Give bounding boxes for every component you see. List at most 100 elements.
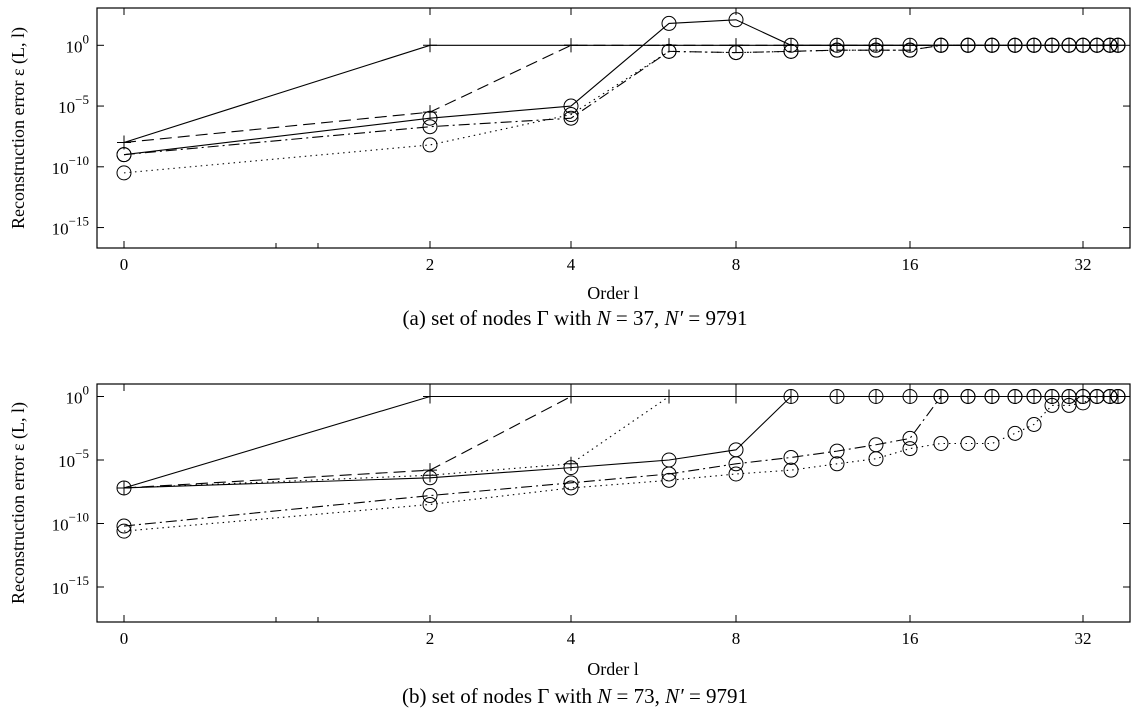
data-point-circle <box>984 435 1000 451</box>
series-line <box>123 395 1118 489</box>
series-5 <box>116 389 1126 534</box>
y-tick-label: 100 <box>66 383 90 408</box>
data-point-circle <box>783 389 799 404</box>
data-point-circle <box>1044 37 1060 53</box>
series-2 <box>117 38 1125 150</box>
y-tick-label: 10−10 <box>52 153 89 178</box>
x-tick-label: 2 <box>426 255 435 274</box>
data-point-circle <box>728 456 744 472</box>
x-axis-label: Order l <box>587 659 638 679</box>
x-tick-label: 4 <box>567 629 576 648</box>
data-point-circle <box>829 389 845 404</box>
data-point-circle <box>783 449 799 465</box>
y-axis-label: Reconstruction error ε (L, l) <box>8 27 29 229</box>
series-line <box>123 44 1118 156</box>
plot-frame <box>96 383 1131 623</box>
data-point-circle <box>829 42 845 58</box>
data-point-circle <box>728 45 744 61</box>
data-point-circle <box>783 43 799 59</box>
series-6 <box>116 389 1126 539</box>
data-point-circle <box>1089 37 1105 53</box>
data-point-circle <box>829 37 845 53</box>
data-point-circle <box>1026 37 1042 53</box>
y-axis-label: Reconstruction error ε (L, l) <box>8 402 29 604</box>
series-1 <box>117 38 1125 150</box>
data-point-circle <box>728 12 744 28</box>
x-tick-label: 0 <box>120 255 129 274</box>
data-point-circle <box>783 37 799 53</box>
data-point-plus <box>564 38 578 53</box>
data-point-circle <box>1102 37 1118 53</box>
plot-frame <box>96 7 1131 249</box>
data-point-plus <box>729 389 743 404</box>
data-point-circle <box>933 37 949 53</box>
x-tick-label: 4 <box>567 255 576 274</box>
data-point-circle <box>116 480 132 496</box>
y-tick-label: 10−15 <box>52 214 89 239</box>
series-5 <box>116 37 1126 181</box>
figure-caption: (b) set of nodes Γ with N = 73, N′ = 979… <box>402 684 748 708</box>
data-point-circle <box>960 389 976 404</box>
series-line <box>123 395 1118 527</box>
series-line <box>123 395 1118 489</box>
data-point-circle <box>563 475 579 491</box>
data-point-circle <box>984 37 1000 53</box>
data-point-circle <box>1075 395 1091 411</box>
x-tick-label: 0 <box>120 629 129 648</box>
data-point-circle <box>1007 389 1023 404</box>
data-point-circle <box>661 15 677 31</box>
data-point-circle <box>661 43 677 59</box>
data-point-circle <box>1007 37 1023 53</box>
series-2 <box>117 389 1125 495</box>
data-point-circle <box>902 430 918 446</box>
data-point-circle <box>868 42 884 58</box>
y-tick-label: 10−5 <box>58 446 89 471</box>
data-point-circle <box>829 456 845 472</box>
y-tick-label: 100 <box>66 31 90 56</box>
data-point-plus <box>423 105 437 120</box>
data-point-circle <box>563 98 579 114</box>
data-point-circle <box>868 451 884 467</box>
data-point-circle <box>661 472 677 488</box>
data-point-circle <box>783 462 799 478</box>
data-point-plus <box>564 389 578 404</box>
x-tick-label: 2 <box>426 629 435 648</box>
y-tick-label: 10−5 <box>58 92 89 117</box>
data-point-circle <box>728 466 744 482</box>
x-tick-label: 16 <box>902 255 919 274</box>
data-point-circle <box>1026 389 1042 404</box>
data-point-circle <box>422 110 438 126</box>
series-line <box>123 44 1118 144</box>
data-point-circle <box>1026 416 1042 432</box>
panel-b: 100 10−5 10−10 10−15 0 2 4 8 16 32 Order l Reconstr… <box>8 383 1131 708</box>
series-line <box>123 19 1118 156</box>
data-point-circle <box>868 37 884 53</box>
data-point-circle <box>1110 389 1126 404</box>
series-line <box>123 395 1118 489</box>
series-line <box>123 395 1118 489</box>
data-point-circle <box>1044 397 1060 413</box>
data-point-circle <box>960 37 976 53</box>
data-point-circle <box>563 460 579 476</box>
data-point-circle <box>563 480 579 496</box>
data-point-circle <box>422 496 438 512</box>
data-point-circle <box>116 518 132 534</box>
data-point-circle <box>661 466 677 482</box>
data-point-circle <box>422 488 438 504</box>
data-point-plus <box>662 389 676 404</box>
data-point-circle <box>902 37 918 53</box>
x-axis-label: Order l <box>587 283 638 303</box>
data-point-circle <box>422 119 438 135</box>
data-point-circle <box>1089 389 1105 404</box>
data-point-circle <box>1007 425 1023 441</box>
data-point-circle <box>1044 389 1060 404</box>
data-point-circle <box>902 42 918 58</box>
data-point-circle <box>933 435 949 451</box>
data-point-circle <box>1102 389 1118 404</box>
series-3 <box>116 12 1126 163</box>
data-point-circle <box>116 165 132 181</box>
y-tick-label: 10−10 <box>52 510 89 535</box>
panel-a: 100 10−5 10−10 10−15 0 2 4 8 16 32 Order l Reconstr… <box>8 7 1131 330</box>
data-point-circle <box>563 107 579 123</box>
